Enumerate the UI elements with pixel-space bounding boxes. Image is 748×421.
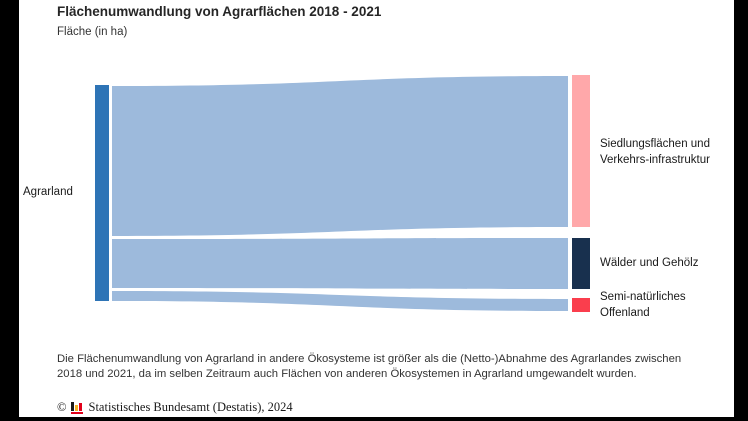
label-line: Semi-natürliches [600, 291, 686, 303]
sankey-flow-0 [112, 76, 568, 236]
page-title: Flächenumwandlung von Agrarflächen 2018 … [57, 4, 382, 19]
copyright-text: Statistisches Bundesamt (Destatis), 2024 [88, 400, 293, 414]
sankey-flow-1 [112, 238, 568, 289]
sankey-node-target-0 [572, 75, 590, 227]
copyright-line: © Statistisches Bundesamt (Destatis), 20… [57, 400, 293, 415]
chart-canvas: Flächenumwandlung von Agrarflächen 2018 … [19, 0, 734, 417]
chart-unit-label: Fläche (in ha) [57, 26, 128, 38]
label-line: Wälder und Gehölz [600, 257, 699, 269]
sankey-node-target-2 [572, 298, 590, 312]
sankey-node-target-1 [572, 238, 590, 289]
logo-baseline [70, 411, 83, 414]
sankey-target-label-siedlungsflaechen: Siedlungsflächen und Verkehrs-infrastruk… [600, 136, 710, 168]
label-line: Verkehrs-infrastruktur [600, 154, 710, 166]
copyright-symbol: © [57, 400, 67, 414]
sankey-source-label: Agrarland [23, 186, 73, 198]
sankey-target-label-semi-natuerliches-offenland: Semi-natürliches Offenland [600, 289, 686, 321]
logo-bars [70, 401, 85, 411]
label-line: Offenland [600, 307, 650, 319]
label-line: Siedlungsflächen und [600, 138, 710, 150]
destatis-bar-chart-logo-icon [70, 401, 85, 414]
sankey-svg [95, 75, 590, 312]
sankey-target-label-waelder: Wälder und Gehölz [600, 255, 698, 271]
sankey-flow-2 [112, 291, 568, 311]
chart-footnote: Die Flächenumwandlung von Agrarland in a… [57, 353, 682, 380]
sankey-node-agrarland [95, 85, 109, 301]
